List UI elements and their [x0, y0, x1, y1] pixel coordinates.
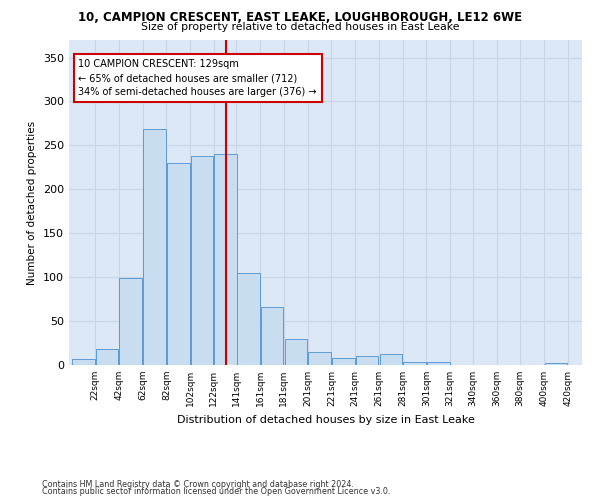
Bar [261, 307, 283, 365]
Bar [332, 358, 355, 365]
Bar [214, 154, 237, 365]
Bar [545, 363, 567, 365]
Text: 10 CAMPION CRESCENT: 129sqm
← 65% of detached houses are smaller (712)
34% of se: 10 CAMPION CRESCENT: 129sqm ← 65% of det… [79, 60, 317, 98]
Bar [237, 273, 260, 365]
Y-axis label: Number of detached properties: Number of detached properties [28, 120, 37, 284]
Bar [380, 354, 402, 365]
Text: Size of property relative to detached houses in East Leake: Size of property relative to detached ho… [141, 22, 459, 32]
X-axis label: Distribution of detached houses by size in East Leake: Distribution of detached houses by size … [176, 414, 475, 424]
Text: Contains HM Land Registry data © Crown copyright and database right 2024.: Contains HM Land Registry data © Crown c… [42, 480, 354, 489]
Bar [356, 356, 379, 365]
Bar [427, 362, 449, 365]
Bar [119, 278, 142, 365]
Bar [403, 362, 426, 365]
Bar [308, 352, 331, 365]
Bar [72, 359, 95, 365]
Bar [284, 338, 307, 365]
Bar [191, 156, 213, 365]
Bar [167, 163, 190, 365]
Bar [96, 349, 118, 365]
Bar [143, 128, 166, 365]
Text: 10, CAMPION CRESCENT, EAST LEAKE, LOUGHBOROUGH, LE12 6WE: 10, CAMPION CRESCENT, EAST LEAKE, LOUGHB… [78, 11, 522, 24]
Text: Contains public sector information licensed under the Open Government Licence v3: Contains public sector information licen… [42, 487, 391, 496]
